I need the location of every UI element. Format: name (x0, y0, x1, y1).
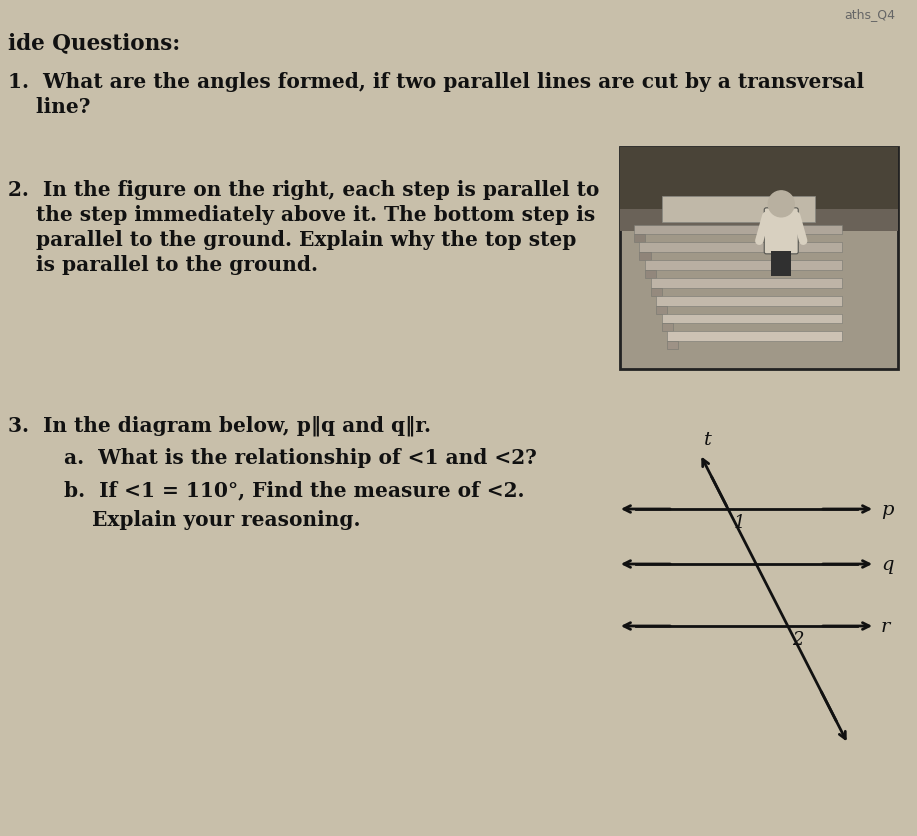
Text: Explain your reasoning.: Explain your reasoning. (8, 509, 360, 529)
Text: parallel to the ground. Explain why the top step: parallel to the ground. Explain why the … (8, 230, 577, 250)
FancyBboxPatch shape (764, 209, 798, 254)
Bar (668, 342, 679, 349)
Text: 2.  In the figure on the right, each step is parallel to: 2. In the figure on the right, each step… (8, 180, 600, 200)
Text: 3.  In the diagram below, p‖q and q‖r.: 3. In the diagram below, p‖q and q‖r. (8, 415, 431, 435)
Bar (639, 253, 650, 261)
Text: 2: 2 (791, 630, 803, 648)
Text: is parallel to the ground.: is parallel to the ground. (8, 255, 318, 275)
Bar (657, 297, 843, 306)
Bar (620, 148, 898, 232)
Bar (650, 278, 843, 288)
Bar (620, 148, 898, 370)
Text: q: q (881, 555, 893, 573)
Bar (662, 314, 843, 324)
Circle shape (768, 191, 794, 217)
Bar (650, 288, 662, 297)
Bar (668, 332, 843, 342)
Bar (771, 252, 791, 277)
Text: p: p (881, 501, 893, 518)
Bar (634, 235, 645, 243)
Text: the step immediately above it. The bottom step is: the step immediately above it. The botto… (8, 205, 595, 225)
Bar (662, 196, 814, 223)
Bar (620, 148, 898, 210)
Text: 1.  What are the angles formed, if two parallel lines are cut by a transversal: 1. What are the angles formed, if two pa… (8, 72, 864, 92)
Text: line?: line? (8, 97, 91, 117)
Text: aths_Q4: aths_Q4 (844, 8, 895, 21)
Bar (639, 243, 843, 253)
Text: r: r (881, 617, 890, 635)
Text: t: t (704, 431, 712, 448)
Bar (657, 306, 668, 314)
Text: 1: 1 (735, 513, 746, 532)
Bar (634, 226, 843, 235)
Bar (645, 261, 843, 271)
Text: b.  If <1 = 110°, Find the measure of <2.: b. If <1 = 110°, Find the measure of <2. (8, 479, 525, 499)
Text: ide Questions:: ide Questions: (8, 32, 181, 54)
Bar (645, 271, 657, 278)
Bar (662, 324, 673, 332)
Text: a.  What is the relationship of <1 and <2?: a. What is the relationship of <1 and <2… (8, 447, 536, 467)
